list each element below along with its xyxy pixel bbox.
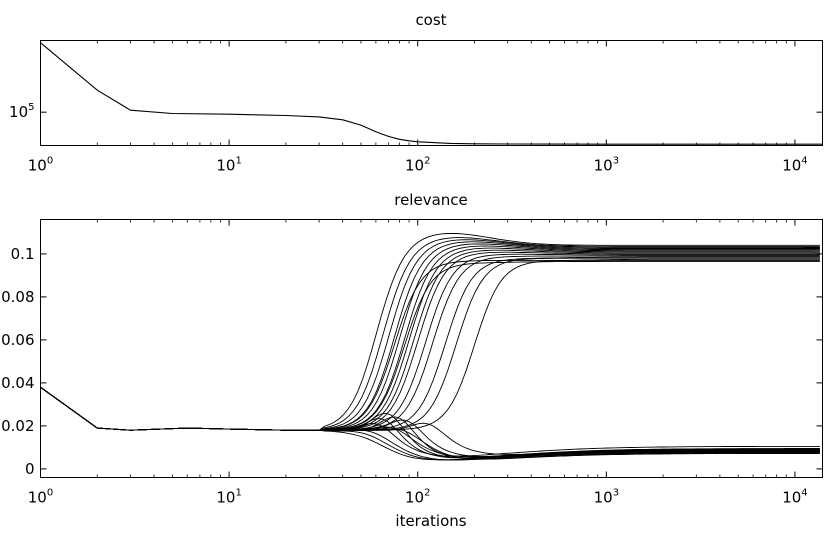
plot-frame — [40, 219, 823, 478]
y-tick-label: 0.06 — [1, 331, 34, 349]
x-tick-label: 104 — [782, 156, 807, 175]
relevance-line — [40, 232, 820, 431]
y-tick-label: 0.08 — [1, 288, 34, 306]
x-tick-label: 102 — [405, 156, 430, 175]
relevance-line — [40, 256, 820, 431]
relevance-line — [40, 386, 820, 455]
relevance-line — [40, 255, 820, 431]
y-tick-label: 0.04 — [1, 374, 34, 392]
x-tick-label: 100 — [28, 488, 53, 507]
y-ticks: 105 — [9, 102, 823, 121]
relevance-line — [40, 245, 820, 431]
y-tick-label: 0.1 — [11, 245, 35, 263]
relevance-line — [40, 247, 820, 431]
relevance-line — [40, 386, 820, 457]
relevance-line — [40, 251, 820, 431]
chart-title: relevance — [394, 191, 468, 209]
relevance-line — [40, 386, 820, 460]
x-tick-label: 102 — [405, 488, 430, 507]
cost-chart: cost 100 101 102 103 104 105 — [9, 11, 823, 175]
y-tick-label: 0.02 — [1, 417, 34, 435]
x-tick-label: 101 — [216, 488, 241, 507]
x-axis-label: iterations — [395, 512, 466, 530]
relevance-line — [40, 386, 820, 459]
x-ticks: 100 101 102 103 104 — [28, 40, 808, 175]
relevance-line — [40, 259, 820, 431]
x-tick-label: 103 — [594, 488, 619, 507]
relevance-line — [40, 239, 820, 431]
relevance-line — [40, 243, 820, 431]
x-tick-label: 100 — [28, 156, 53, 175]
x-tick-label: 104 — [782, 488, 807, 507]
x-tick-label: 103 — [594, 156, 619, 175]
series-lines — [40, 232, 820, 461]
relevance-line — [40, 237, 820, 431]
relevance-line — [40, 260, 820, 431]
x-tick-label: 101 — [216, 156, 241, 175]
chart-title: cost — [415, 11, 446, 29]
relevance-line — [40, 241, 820, 431]
relevance-line — [40, 386, 820, 458]
relevance-line — [40, 258, 820, 431]
y-ticks: 0 0.02 0.04 0.06 0.08 0.1 — [1, 245, 823, 478]
y-tick-label: 105 — [9, 102, 34, 121]
relevance-line — [40, 386, 820, 461]
series-lines — [40, 42, 823, 145]
plot-frame — [40, 40, 823, 146]
cost-line — [40, 42, 823, 145]
relevance-line — [40, 249, 820, 431]
relevance-line — [40, 253, 820, 431]
y-tick-label: 0 — [25, 460, 35, 478]
relevance-line — [40, 386, 820, 461]
relevance-chart: relevance 100 101 102 103 104 00.020.040.060… — [1, 191, 823, 530]
x-ticks: 100 101 102 103 104 — [28, 219, 808, 507]
